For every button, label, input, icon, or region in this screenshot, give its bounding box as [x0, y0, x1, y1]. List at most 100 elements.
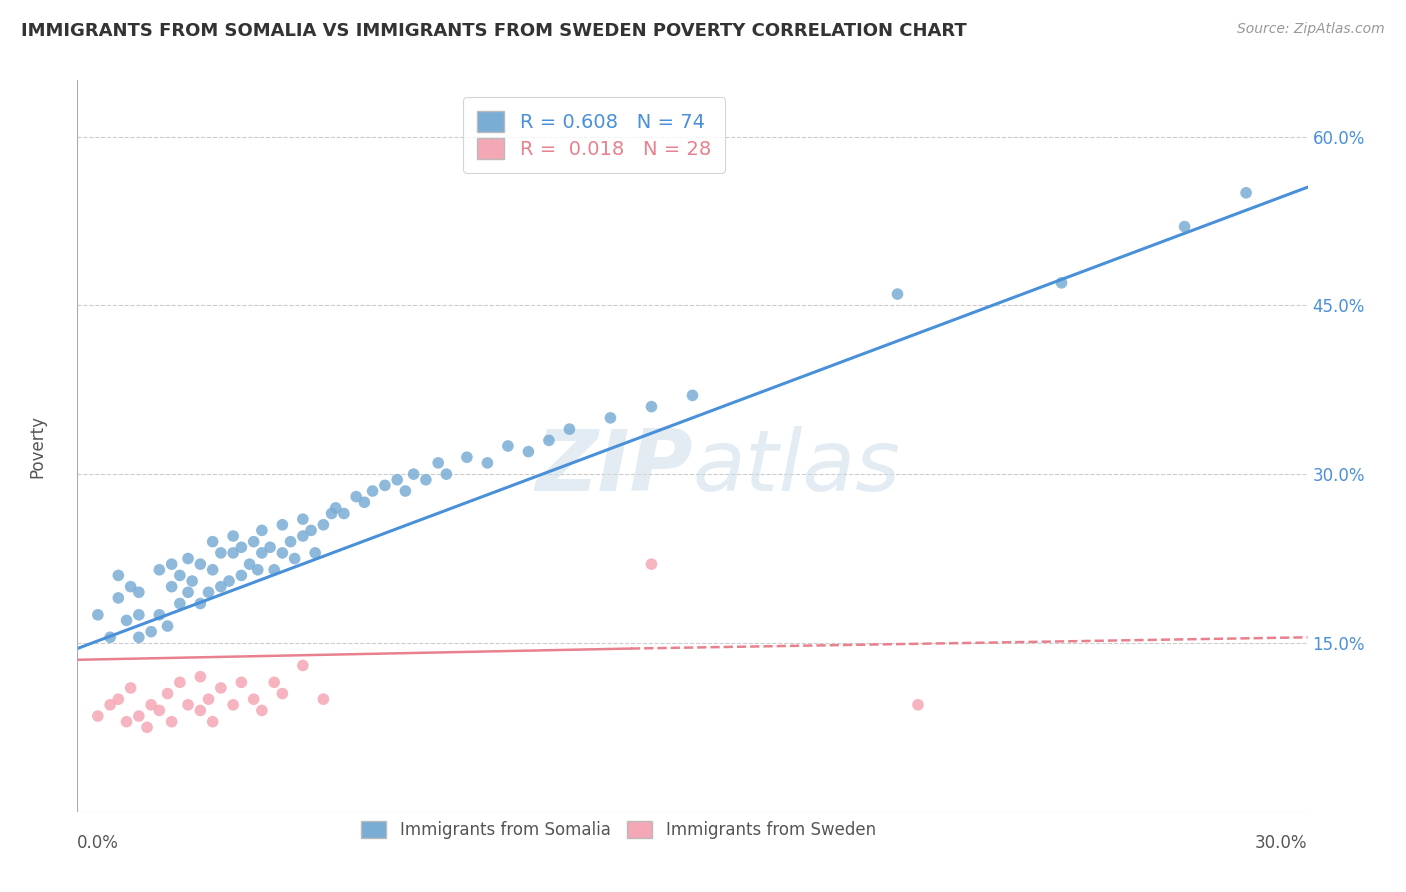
Point	[259, 541, 281, 555]
Point	[231, 675, 253, 690]
Point	[1174, 219, 1197, 234]
Point	[284, 551, 307, 566]
Point	[148, 607, 170, 622]
Point	[640, 400, 662, 414]
Point	[160, 557, 183, 571]
Point	[128, 585, 150, 599]
Point	[136, 720, 159, 734]
Point	[148, 703, 170, 717]
Point	[120, 580, 142, 594]
Point	[427, 456, 450, 470]
Point	[271, 687, 294, 701]
Point	[280, 534, 302, 549]
Point	[209, 546, 232, 560]
Point	[128, 607, 150, 622]
Point	[250, 546, 273, 560]
Point	[160, 580, 183, 594]
Point	[209, 681, 232, 695]
Point	[107, 692, 129, 706]
Point	[197, 585, 219, 599]
Point	[361, 483, 384, 498]
Point	[907, 698, 929, 712]
Point	[291, 658, 314, 673]
Point	[141, 624, 163, 639]
Point	[87, 709, 110, 723]
Text: atlas: atlas	[693, 426, 900, 509]
Point	[156, 619, 179, 633]
Point	[242, 534, 264, 549]
Point	[517, 444, 540, 458]
Point	[115, 714, 138, 729]
Text: 30.0%: 30.0%	[1256, 834, 1308, 852]
Text: IMMIGRANTS FROM SOMALIA VS IMMIGRANTS FROM SWEDEN POVERTY CORRELATION CHART: IMMIGRANTS FROM SOMALIA VS IMMIGRANTS FR…	[21, 22, 967, 40]
Point	[312, 517, 335, 532]
Point	[128, 630, 150, 644]
Point	[201, 714, 224, 729]
Point	[169, 597, 191, 611]
Point	[299, 524, 322, 538]
Point	[321, 507, 343, 521]
Point	[98, 630, 121, 644]
Point	[415, 473, 437, 487]
Point	[148, 563, 170, 577]
Point	[169, 568, 191, 582]
Text: 0.0%: 0.0%	[77, 834, 120, 852]
Point	[402, 467, 425, 482]
Point	[169, 675, 191, 690]
Point	[188, 597, 212, 611]
Point	[344, 490, 367, 504]
Point	[394, 483, 416, 498]
Point	[291, 512, 314, 526]
Point	[263, 563, 285, 577]
Point	[291, 529, 314, 543]
Point	[128, 709, 150, 723]
Point	[239, 557, 262, 571]
Point	[477, 456, 499, 470]
Point	[599, 410, 621, 425]
Point	[222, 698, 245, 712]
Point	[385, 473, 409, 487]
Point	[263, 675, 285, 690]
Point	[120, 681, 142, 695]
Point	[115, 614, 138, 628]
Point	[188, 703, 212, 717]
Text: ZIP: ZIP	[534, 426, 693, 509]
Point	[436, 467, 458, 482]
Point	[231, 568, 253, 582]
Point	[197, 692, 219, 706]
Point	[87, 607, 110, 622]
Point	[181, 574, 204, 588]
Point	[374, 478, 396, 492]
Point	[177, 551, 200, 566]
Point	[177, 698, 200, 712]
Point	[242, 692, 264, 706]
Point	[304, 546, 326, 560]
Point	[218, 574, 240, 588]
Point	[188, 670, 212, 684]
Point	[250, 703, 273, 717]
Point	[201, 563, 224, 577]
Point	[886, 287, 908, 301]
Point	[246, 563, 269, 577]
Point	[141, 698, 163, 712]
Point	[98, 698, 121, 712]
Point	[177, 585, 200, 599]
Point	[160, 714, 183, 729]
Point	[640, 557, 662, 571]
Point	[222, 529, 245, 543]
Point	[107, 591, 129, 605]
Point	[496, 439, 519, 453]
Point	[231, 541, 253, 555]
Y-axis label: Poverty: Poverty	[28, 415, 46, 477]
Point	[1234, 186, 1257, 200]
Point	[353, 495, 375, 509]
Point	[201, 534, 224, 549]
Point	[1050, 276, 1073, 290]
Point	[325, 500, 347, 515]
Point	[107, 568, 129, 582]
Point	[250, 524, 273, 538]
Point	[456, 450, 478, 465]
Point	[537, 434, 560, 448]
Point	[312, 692, 335, 706]
Point	[682, 388, 704, 402]
